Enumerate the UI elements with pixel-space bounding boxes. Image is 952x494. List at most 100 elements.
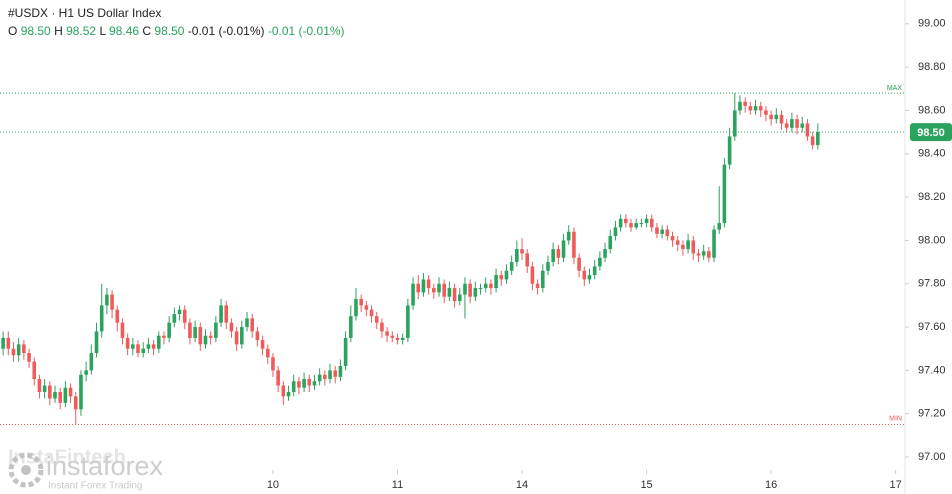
candle-body <box>255 331 260 341</box>
min-line-label: MIN <box>889 415 902 422</box>
candle-body <box>437 283 441 293</box>
candle-body <box>136 344 140 354</box>
candle-body <box>655 227 659 234</box>
candle-body <box>276 370 280 386</box>
candle-body <box>105 294 109 306</box>
candle-body <box>53 392 57 399</box>
candle-body <box>125 337 130 349</box>
ohlc-value: 98.50 <box>154 24 185 38</box>
candle-body <box>753 106 758 111</box>
candle-body <box>307 379 312 386</box>
candle-body <box>177 309 182 315</box>
candle-body <box>219 305 223 323</box>
candle-body <box>6 337 11 349</box>
candle-body <box>764 110 768 115</box>
candle-body <box>312 381 317 386</box>
candle-body <box>530 266 535 284</box>
candle-body <box>732 110 737 137</box>
candle-body <box>260 340 265 349</box>
candle-body <box>89 353 94 371</box>
candle-body <box>338 366 343 377</box>
candle-body <box>1 337 5 349</box>
candle-body <box>426 279 431 289</box>
candle-body <box>234 331 239 345</box>
candle-body <box>297 381 301 388</box>
candle-body <box>208 335 213 338</box>
candle-body <box>131 344 135 349</box>
candle-body <box>281 385 286 397</box>
candle-body <box>634 223 638 228</box>
ohlc-value: 98.50 <box>20 24 51 38</box>
candle-body <box>120 322 125 338</box>
candle-body <box>540 270 545 289</box>
symbol: #USDX · H1 US Dollar Index <box>8 6 162 20</box>
candle-body <box>37 379 42 393</box>
candle-body <box>577 257 581 271</box>
candle-body <box>406 305 410 338</box>
candle-body <box>810 136 815 146</box>
x-tick-label: 16 <box>765 479 777 491</box>
candle-body <box>79 374 83 410</box>
watermark-logo <box>8 452 44 488</box>
candle-body <box>639 223 644 225</box>
candle-body <box>198 327 203 345</box>
y-tick-label: 98.60 <box>918 104 946 116</box>
candle-body <box>525 253 530 267</box>
candle-body <box>665 229 670 237</box>
candle-body <box>717 223 722 230</box>
candle-body <box>800 123 805 128</box>
candle-body <box>769 114 773 120</box>
y-tick-label: 98.80 <box>918 61 946 73</box>
candle-body <box>707 251 711 258</box>
candle-body <box>494 275 498 289</box>
candle-body <box>369 309 374 317</box>
x-tick-label: 15 <box>640 479 652 491</box>
y-tick-label: 98.20 <box>918 191 946 203</box>
candle-body <box>302 379 306 388</box>
candle-body <box>509 262 514 271</box>
candle-body <box>374 316 379 323</box>
candle-body <box>265 348 270 358</box>
candle-body <box>151 344 156 349</box>
candle-body <box>167 322 171 338</box>
candle-body <box>11 348 16 356</box>
candle-body <box>84 370 88 375</box>
candle-body <box>457 294 462 302</box>
last-price-label: 98.50 <box>917 127 945 139</box>
candle-body <box>27 353 31 362</box>
candle-body <box>520 249 524 254</box>
candle-body <box>68 387 73 397</box>
candle-body <box>323 374 327 380</box>
candle-body <box>16 344 21 356</box>
x-tick-label: 14 <box>516 479 528 491</box>
candle-body <box>504 270 509 280</box>
candle-body <box>649 218 654 228</box>
y-tick-label: 99.00 <box>918 18 946 30</box>
candle-body <box>141 348 146 354</box>
candle-body <box>463 283 467 295</box>
candle-body <box>390 335 395 338</box>
candle-body <box>411 283 415 306</box>
candle-body <box>400 337 405 341</box>
candle-body <box>696 253 701 256</box>
ohlc-value: 98.46 <box>109 24 140 38</box>
candle-body <box>489 283 493 289</box>
candle-body <box>250 318 254 332</box>
candle-body <box>587 275 592 280</box>
candle-body <box>675 240 680 245</box>
candle-body <box>32 361 37 380</box>
candle-body <box>784 123 789 128</box>
candle-body <box>779 114 784 124</box>
candle-body <box>805 123 810 137</box>
candle-body <box>271 357 275 371</box>
candle-body <box>416 283 421 293</box>
candle-body <box>63 387 68 403</box>
candle-body <box>110 294 114 310</box>
candle-body <box>317 374 322 382</box>
candle-body <box>333 370 338 377</box>
candle-body <box>245 318 249 328</box>
candle-body <box>608 236 613 250</box>
candle-body <box>738 101 742 111</box>
